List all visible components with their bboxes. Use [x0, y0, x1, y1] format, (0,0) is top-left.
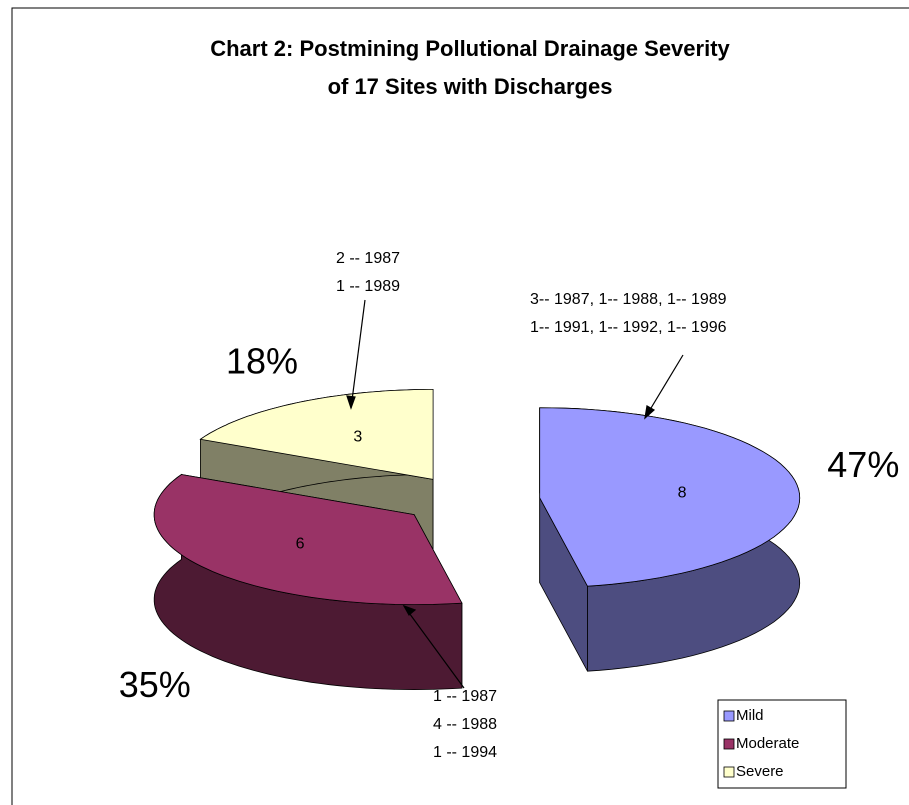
slice-percent-label: 18% [226, 340, 298, 381]
chart-title: Chart 2: Postmining Pollutional Drainage… [210, 36, 730, 61]
legend-swatch [723, 766, 735, 778]
slice-top [539, 407, 801, 587]
annotation: 1 -- 1994 [433, 744, 497, 761]
slice-count-label: 6 [296, 536, 305, 553]
annotation: 1-- 1991, 1-- 1992, 1-- 1996 [530, 319, 727, 336]
slice-percent-label: 47% [827, 444, 899, 485]
legend-label: Mild [736, 707, 764, 724]
slice-top [153, 474, 463, 605]
arrow-head [346, 395, 356, 410]
legend-swatch [723, 710, 735, 722]
annotation: 1 -- 1987 [433, 688, 497, 705]
legend-label: Severe [736, 763, 784, 780]
chart-title: of 17 Sites with Discharges [328, 74, 613, 99]
annotation: 2 -- 1987 [336, 250, 400, 267]
legend-box [717, 699, 847, 789]
arrow-head [402, 604, 417, 616]
slice-count-label: 8 [678, 484, 687, 501]
arrow [403, 605, 465, 689]
arrow [350, 299, 366, 409]
slice-percent-label: 35% [119, 664, 191, 705]
annotation: 4 -- 1988 [433, 716, 497, 733]
arrow [644, 354, 684, 419]
legend-label: Moderate [736, 735, 799, 752]
slice-top [199, 388, 434, 480]
arrow-head [644, 405, 656, 420]
slice-count-label: 3 [353, 429, 362, 446]
arrows [346, 299, 684, 689]
legend-swatch [723, 738, 735, 750]
annotation: 3-- 1987, 1-- 1988, 1-- 1989 [530, 291, 727, 308]
annotation: 1 -- 1989 [336, 278, 400, 295]
